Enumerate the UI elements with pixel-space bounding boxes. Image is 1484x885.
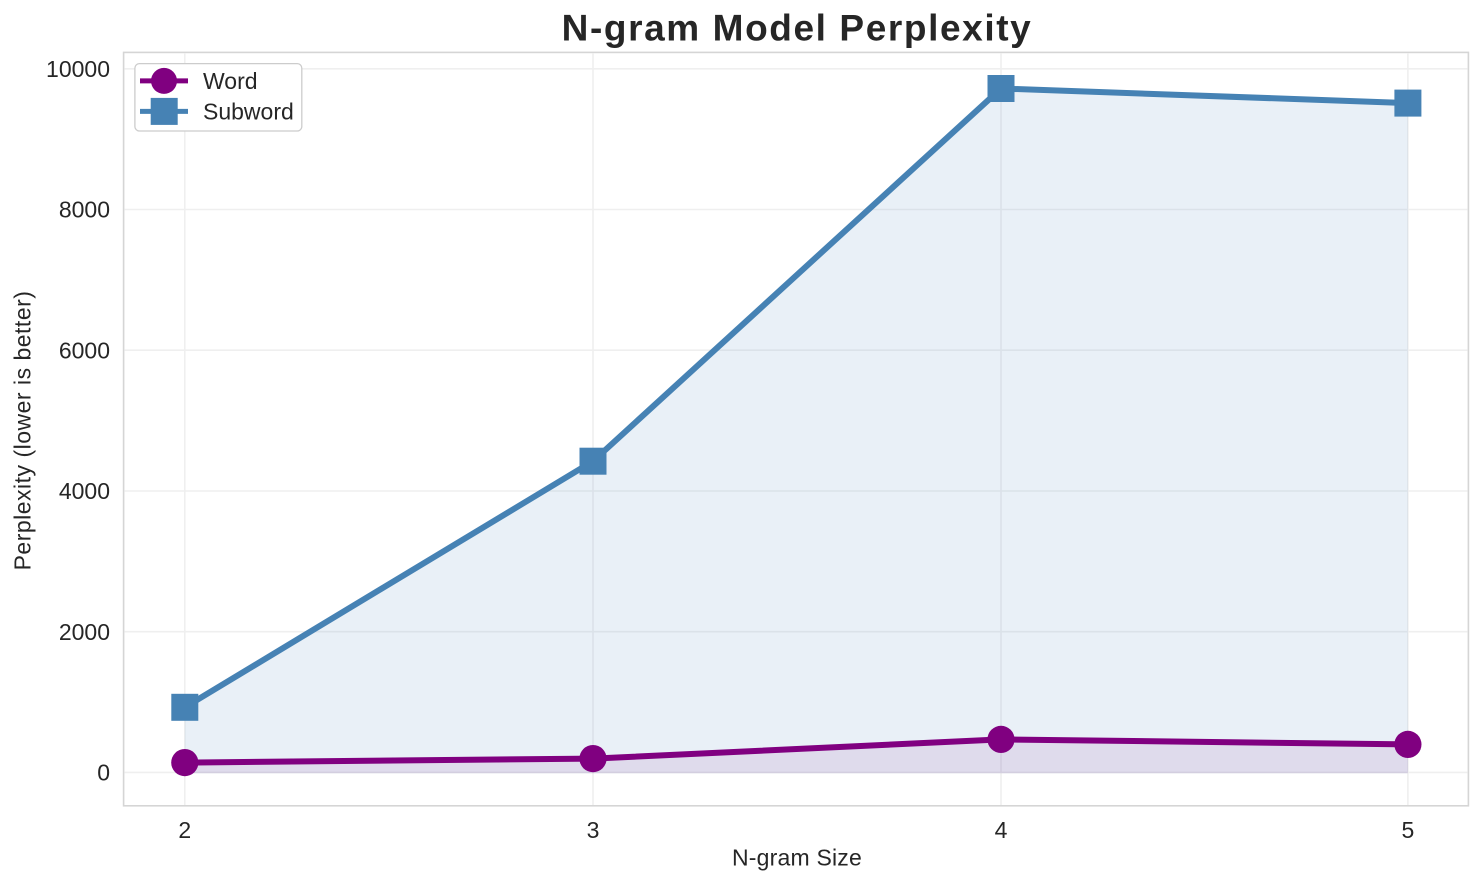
svg-text:N-gram Model Perplexity: N-gram Model Perplexity [562, 7, 1033, 48]
svg-text:0: 0 [97, 760, 110, 786]
svg-text:2000: 2000 [59, 619, 110, 645]
svg-text:N-gram Size: N-gram Size [732, 845, 862, 871]
svg-text:Subword: Subword [203, 99, 294, 125]
svg-text:5: 5 [1402, 817, 1415, 843]
svg-text:4: 4 [995, 817, 1008, 843]
svg-text:8000: 8000 [59, 197, 110, 223]
svg-text:Word: Word [203, 68, 258, 94]
svg-text:6000: 6000 [59, 337, 110, 363]
svg-text:3: 3 [587, 817, 600, 843]
svg-text:10000: 10000 [46, 56, 110, 82]
svg-text:4000: 4000 [59, 478, 110, 504]
svg-text:2: 2 [178, 817, 191, 843]
svg-text:Perplexity (lower is better): Perplexity (lower is better) [10, 291, 36, 571]
